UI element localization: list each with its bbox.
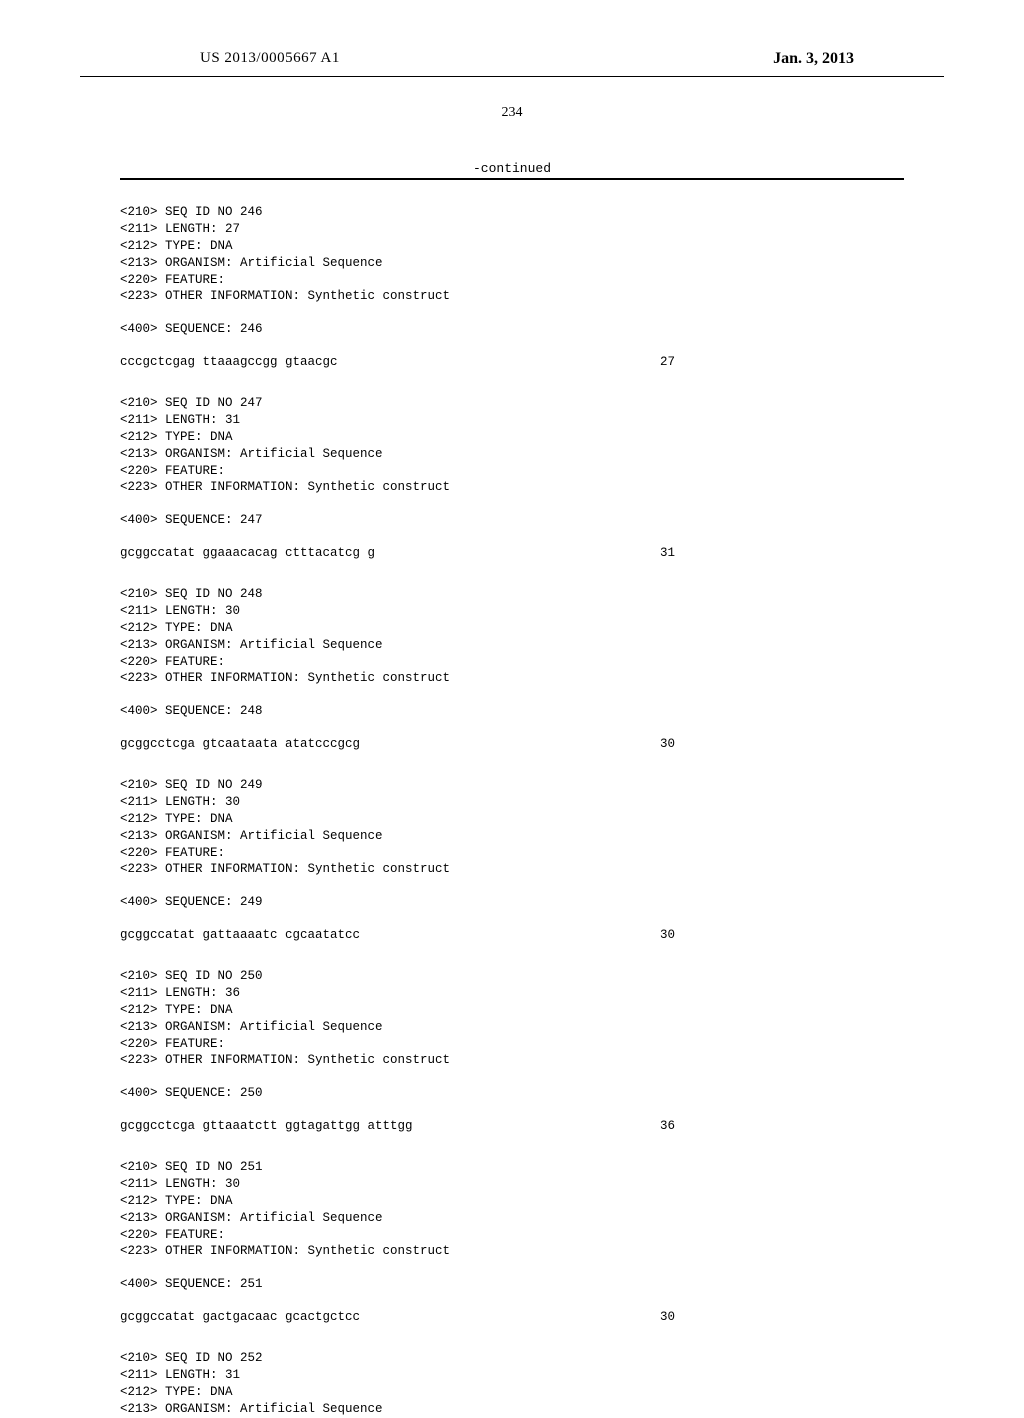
seq-length-value: 30 — [660, 1309, 675, 1326]
seq-label: <400> SEQUENCE: 247 — [120, 512, 904, 529]
seq-data-row: cccgctcgag ttaaagccgg gtaacgc 27 — [120, 354, 675, 371]
seq-length-value: 27 — [660, 354, 675, 371]
sequence-block: <210> SEQ ID NO 251 <211> LENGTH: 30 <21… — [120, 1159, 904, 1326]
seq-feature-line: <220> FEATURE: — [120, 654, 904, 671]
seq-organism-line: <213> ORGANISM: Artificial Sequence — [120, 1019, 904, 1036]
seq-id-line: <210> SEQ ID NO 247 — [120, 395, 904, 412]
publication-date: Jan. 3, 2013 — [773, 50, 854, 68]
seq-length-line: <211> LENGTH: 30 — [120, 603, 904, 620]
seq-organism-line: <213> ORGANISM: Artificial Sequence — [120, 828, 904, 845]
seq-feature-line: <220> FEATURE: — [120, 1227, 904, 1244]
seq-data-row: gcggccatat gattaaaatc cgcaatatcc 30 — [120, 927, 675, 944]
sequence-block: <210> SEQ ID NO 249 <211> LENGTH: 30 <21… — [120, 777, 904, 944]
seq-id-line: <210> SEQ ID NO 251 — [120, 1159, 904, 1176]
sequence-block: <210> SEQ ID NO 246 <211> LENGTH: 27 <21… — [120, 204, 904, 371]
seq-length-line: <211> LENGTH: 30 — [120, 1176, 904, 1193]
seq-id-line: <210> SEQ ID NO 248 — [120, 586, 904, 603]
seq-type-line: <212> TYPE: DNA — [120, 1384, 904, 1401]
sequence-block-partial: <210> SEQ ID NO 252 <211> LENGTH: 31 <21… — [120, 1350, 904, 1418]
seq-data-row: gcggccatat gactgacaac gcactgctcc 30 — [120, 1309, 675, 1326]
seq-otherinfo-line: <223> OTHER INFORMATION: Synthetic const… — [120, 670, 904, 687]
seq-data-row: gcggcctcga gtcaataata atatcccgcg 30 — [120, 736, 675, 753]
seq-length-value: 30 — [660, 736, 675, 753]
seq-feature-line: <220> FEATURE: — [120, 845, 904, 862]
seq-feature-line: <220> FEATURE: — [120, 1036, 904, 1053]
seq-length-line: <211> LENGTH: 31 — [120, 1367, 904, 1384]
seq-id-line: <210> SEQ ID NO 246 — [120, 204, 904, 221]
seq-otherinfo-line: <223> OTHER INFORMATION: Synthetic const… — [120, 861, 904, 878]
seq-type-line: <212> TYPE: DNA — [120, 238, 904, 255]
seq-type-line: <212> TYPE: DNA — [120, 1193, 904, 1210]
seq-feature-line: <220> FEATURE: — [120, 272, 904, 289]
seq-length-value: 36 — [660, 1118, 675, 1135]
seq-length-line: <211> LENGTH: 36 — [120, 985, 904, 1002]
page-number: 234 — [0, 105, 1024, 121]
seq-type-line: <212> TYPE: DNA — [120, 1002, 904, 1019]
sequence-block: <210> SEQ ID NO 248 <211> LENGTH: 30 <21… — [120, 586, 904, 753]
sequence-block: <210> SEQ ID NO 247 <211> LENGTH: 31 <21… — [120, 395, 904, 562]
seq-data-row: gcggcctcga gttaaatctt ggtagattgg atttgg … — [120, 1118, 675, 1135]
seq-data: gcggccatat gattaaaatc cgcaatatcc — [120, 927, 360, 944]
seq-length-line: <211> LENGTH: 27 — [120, 221, 904, 238]
seq-type-line: <212> TYPE: DNA — [120, 429, 904, 446]
seq-organism-line: <213> ORGANISM: Artificial Sequence — [120, 1401, 904, 1418]
seq-type-line: <212> TYPE: DNA — [120, 620, 904, 637]
sequence-block: <210> SEQ ID NO 250 <211> LENGTH: 36 <21… — [120, 968, 904, 1135]
seq-length-value: 31 — [660, 545, 675, 562]
sequence-listing: <210> SEQ ID NO 246 <211> LENGTH: 27 <21… — [0, 204, 1024, 1418]
page-header: US 2013/0005667 A1 Jan. 3, 2013 — [80, 50, 944, 77]
seq-label: <400> SEQUENCE: 249 — [120, 894, 904, 911]
seq-id-line: <210> SEQ ID NO 252 — [120, 1350, 904, 1367]
seq-data: gcggcctcga gtcaataata atatcccgcg — [120, 736, 360, 753]
seq-label: <400> SEQUENCE: 250 — [120, 1085, 904, 1102]
seq-otherinfo-line: <223> OTHER INFORMATION: Synthetic const… — [120, 1243, 904, 1260]
seq-organism-line: <213> ORGANISM: Artificial Sequence — [120, 255, 904, 272]
seq-otherinfo-line: <223> OTHER INFORMATION: Synthetic const… — [120, 1052, 904, 1069]
seq-otherinfo-line: <223> OTHER INFORMATION: Synthetic const… — [120, 288, 904, 305]
seq-feature-line: <220> FEATURE: — [120, 463, 904, 480]
seq-organism-line: <213> ORGANISM: Artificial Sequence — [120, 637, 904, 654]
seq-id-line: <210> SEQ ID NO 250 — [120, 968, 904, 985]
seq-data-row: gcggccatat ggaaacacag ctttacatcg g 31 — [120, 545, 675, 562]
seq-label: <400> SEQUENCE: 251 — [120, 1276, 904, 1293]
seq-type-line: <212> TYPE: DNA — [120, 811, 904, 828]
publication-number: US 2013/0005667 A1 — [200, 50, 340, 68]
seq-label: <400> SEQUENCE: 246 — [120, 321, 904, 338]
seq-otherinfo-line: <223> OTHER INFORMATION: Synthetic const… — [120, 479, 904, 496]
seq-organism-line: <213> ORGANISM: Artificial Sequence — [120, 1210, 904, 1227]
seq-id-line: <210> SEQ ID NO 249 — [120, 777, 904, 794]
seq-data: cccgctcgag ttaaagccgg gtaacgc — [120, 354, 338, 371]
seq-data: gcggccatat ggaaacacag ctttacatcg g — [120, 545, 375, 562]
seq-organism-line: <213> ORGANISM: Artificial Sequence — [120, 446, 904, 463]
seq-length-value: 30 — [660, 927, 675, 944]
seq-label: <400> SEQUENCE: 248 — [120, 703, 904, 720]
seq-length-line: <211> LENGTH: 30 — [120, 794, 904, 811]
content-divider — [120, 178, 904, 180]
seq-length-line: <211> LENGTH: 31 — [120, 412, 904, 429]
seq-data: gcggcctcga gttaaatctt ggtagattgg atttgg — [120, 1118, 413, 1135]
continued-label: -continued — [0, 161, 1024, 176]
seq-data: gcggccatat gactgacaac gcactgctcc — [120, 1309, 360, 1326]
